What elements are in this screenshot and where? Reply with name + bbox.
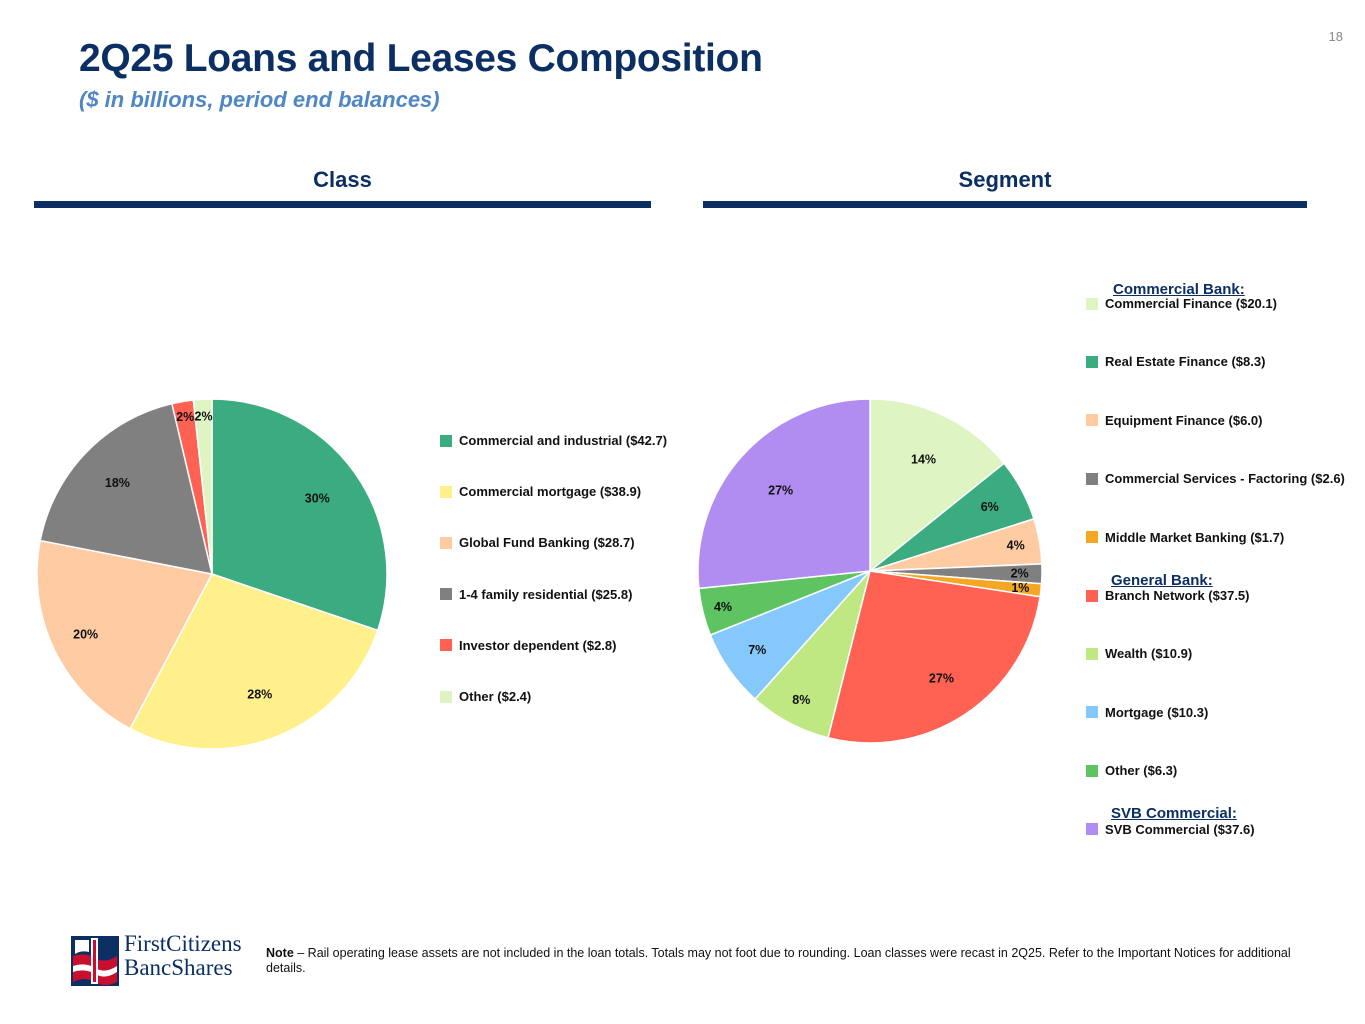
legend-label: Wealth ($10.9): [1105, 646, 1193, 662]
logo-line-2: BancShares: [124, 955, 233, 980]
legend-item: Real Estate Finance ($8.3): [1086, 354, 1265, 369]
slice-percent-label: 18%: [105, 476, 130, 490]
legend-item: Commercial Finance ($20.1): [1086, 296, 1277, 311]
legend-label: Global Fund Banking ($28.7): [459, 535, 635, 551]
pie-slice: [39, 402, 213, 575]
legend-swatch: [440, 588, 452, 601]
slice-percent-label: 30%: [305, 492, 330, 506]
pie-slice: [869, 398, 1006, 573]
section-rule-segment: [703, 201, 1307, 208]
group-heading-svb-commercial: SVB Commercial:: [1111, 805, 1237, 822]
legend-item: Commercial mortgage ($38.9): [440, 484, 641, 499]
legend-swatch: [1086, 414, 1098, 427]
section-rule-class: [34, 201, 651, 208]
legend-label: Middle Market Banking ($1.7): [1105, 529, 1285, 545]
slice-percent-label: 27%: [929, 671, 954, 685]
slice-percent-label: 6%: [981, 500, 999, 514]
legend-label: Branch Network ($37.5): [1105, 588, 1250, 603]
legend-item: Middle Market Banking ($1.7): [1086, 530, 1284, 545]
footer: FirstCitizens BancShares Note – Rail ope…: [69, 928, 1309, 988]
legend-item: SVB Commercial ($37.6): [1086, 822, 1255, 837]
legend-label: Other ($2.4): [459, 689, 532, 704]
legend-swatch: [440, 536, 452, 549]
pie-slice: [827, 570, 1041, 744]
legend-swatch: [440, 485, 452, 498]
legend-label: Real Estate Finance ($8.3): [1105, 354, 1266, 370]
logo-wordmark: FirstCitizens BancShares: [124, 932, 242, 980]
footnote: Note – Rail operating lease assets are n…: [266, 946, 1306, 976]
pie-slice: [211, 398, 388, 632]
legend-item: Investor dependent ($2.8): [440, 638, 616, 653]
logo-line-1: FirstCitizens: [124, 931, 242, 956]
legend-swatch: [1086, 297, 1098, 310]
legend-swatch: [1086, 764, 1098, 777]
section-header-segment: Segment: [958, 167, 1052, 192]
pie-slice: [129, 573, 379, 750]
footnote-label: Note: [266, 946, 294, 960]
slice-percent-label: 2%: [176, 410, 194, 424]
page-subtitle: ($ in billions, period end balances): [79, 87, 440, 112]
page-title: 2Q25 Loans and Leases Composition: [79, 37, 763, 80]
slice-percent-label: 4%: [714, 600, 732, 614]
section-header-class: Class: [313, 167, 372, 192]
legend-label: Equipment Finance ($6.0): [1105, 412, 1263, 428]
legend-swatch: [1086, 589, 1098, 602]
legend-item: Other ($6.3): [1086, 763, 1177, 778]
legend-item: Mortgage ($10.3): [1086, 705, 1208, 720]
slice-percent-label: 8%: [792, 693, 810, 707]
legend-swatch: [440, 690, 452, 703]
page-number: 18: [1328, 29, 1343, 44]
legend-swatch: [1086, 355, 1098, 368]
legend-item: Wealth ($10.9): [1086, 646, 1192, 661]
slice-percent-label: 14%: [911, 452, 936, 466]
slice-percent-label: 20%: [73, 627, 98, 641]
slice-percent-label: 4%: [1007, 538, 1025, 552]
slice-percent-label: 28%: [247, 687, 272, 701]
slice-percent-label: 1%: [1011, 581, 1029, 595]
pie-slice: [36, 539, 214, 730]
flag-logo-icon: [71, 936, 119, 986]
slice-percent-label: 2%: [195, 410, 213, 424]
slice-percent-label: 2%: [1011, 566, 1029, 580]
legend-label: 1-4 family residential ($25.8): [459, 586, 633, 602]
legend-swatch: [1086, 706, 1098, 719]
legend-item: Commercial Services - Factoring ($2.6): [1086, 471, 1345, 486]
legend-item: Commercial and industrial ($42.7): [440, 433, 667, 448]
legend-label: Mortgage ($10.3): [1105, 704, 1209, 720]
legend-label: Commercial Finance ($20.1): [1105, 296, 1277, 311]
legend-item: Equipment Finance ($6.0): [1086, 413, 1262, 428]
group-heading-commercial-bank: Commercial Bank:: [1113, 281, 1245, 298]
legend-item: Other ($2.4): [440, 689, 531, 704]
legend-swatch: [1086, 531, 1098, 544]
legend-label: SVB Commercial ($37.6): [1105, 821, 1255, 837]
pie-slice: [192, 398, 213, 575]
slice-percent-label: 27%: [768, 483, 793, 497]
legend-swatch: [1086, 647, 1098, 660]
legend-swatch: [440, 639, 452, 652]
legend-label: Commercial Services - Factoring ($2.6): [1105, 471, 1345, 487]
legend-swatch: [1086, 823, 1098, 836]
legend-item: 1-4 family residential ($25.8): [440, 587, 632, 602]
legend-swatch: [440, 434, 452, 447]
group-heading-general-bank: General Bank:: [1111, 572, 1213, 589]
company-logo: FirstCitizens BancShares: [69, 932, 259, 988]
legend-label: Other ($6.3): [1105, 763, 1178, 779]
legend-label: Investor dependent ($2.8): [459, 637, 617, 653]
legend-label: Commercial and industrial ($42.7): [459, 433, 668, 448]
legend-swatch: [1086, 472, 1098, 485]
legend-item: Global Fund Banking ($28.7): [440, 535, 635, 550]
slice-percent-label: 7%: [748, 643, 766, 657]
footnote-text: – Rail operating lease assets are not in…: [266, 946, 1291, 975]
legend-item: Branch Network ($37.5): [1086, 588, 1250, 603]
legend-label: Commercial mortgage ($38.9): [459, 484, 642, 500]
pie-slice: [697, 398, 871, 590]
